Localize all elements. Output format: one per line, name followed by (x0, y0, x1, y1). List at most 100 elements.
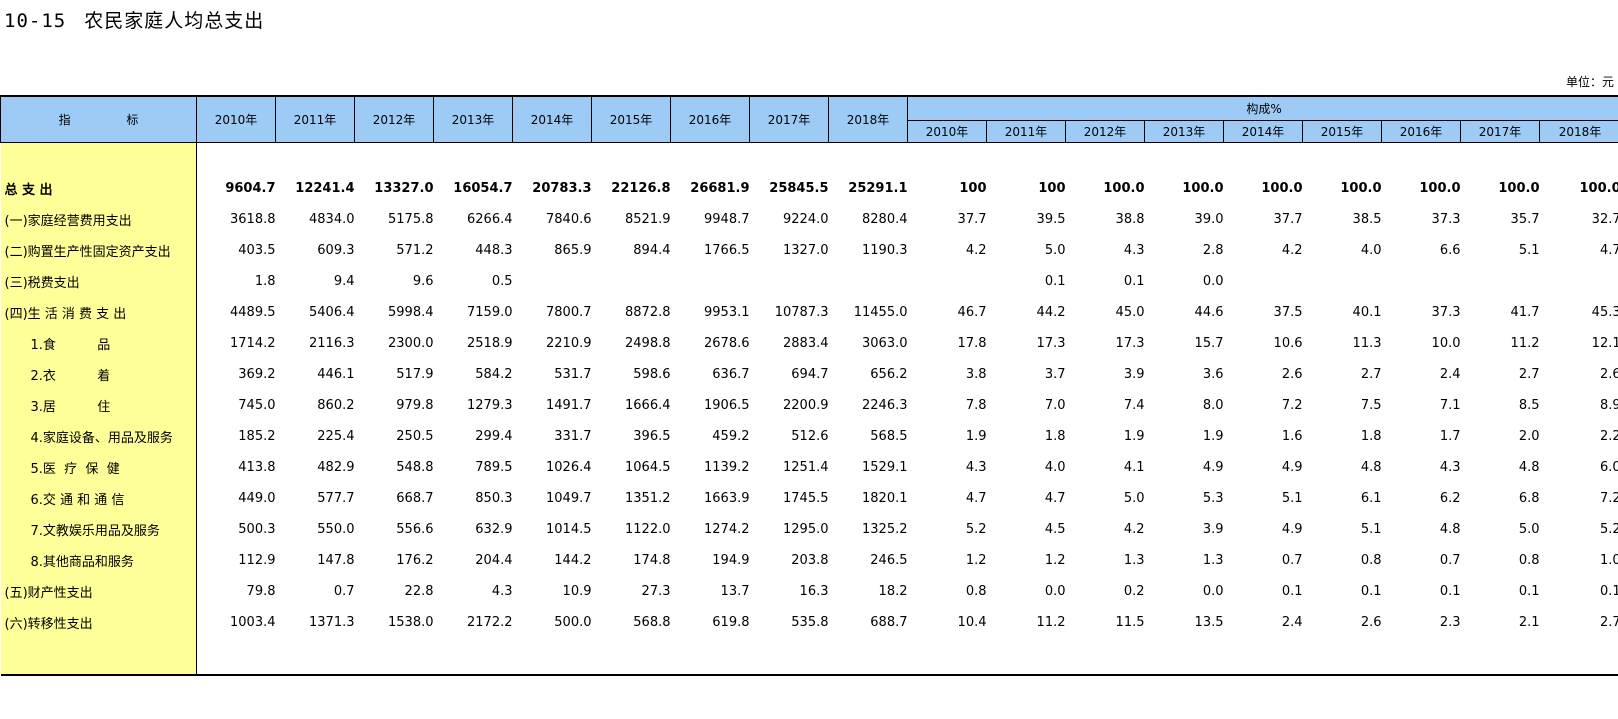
value-cell: 16.3 (799, 584, 829, 599)
table-row: 6.交 通 和 通 信 449.0 577.7 668.7 850.3 1049.7 135… (0, 483, 1618, 514)
percent-cell: 4.9 (1281, 522, 1303, 537)
value-cell: 185.2 (238, 429, 276, 444)
value-cell: 9224.0 (783, 212, 829, 227)
value-cell: 10.9 (562, 584, 592, 599)
percent-cell: 4.7 (1599, 243, 1618, 258)
value-cell: 204.4 (475, 553, 513, 568)
spacer-cell (1460, 638, 1540, 676)
spacer-cell (828, 638, 908, 676)
value-cell: 619.8 (712, 615, 750, 630)
table-title: 农民家庭人均总支出 (84, 10, 265, 32)
percent-cell: 0.7 (1439, 553, 1461, 568)
percent-cell: 41.7 (1510, 305, 1540, 320)
value-cell: 12241.4 (295, 181, 355, 196)
percent-cell: 37.3 (1431, 305, 1461, 320)
value-cell: 194.9 (712, 553, 750, 568)
spacer-cell (355, 143, 434, 174)
percent-cell: 38.8 (1115, 212, 1145, 227)
row-label: (五)财产性支出 (0, 576, 197, 607)
value-cell: 176.2 (396, 553, 434, 568)
table-row: 1.食 品 1714.2 2116.3 2300.0 2518.9 2210.9 2498.… (0, 328, 1618, 359)
value-cell: 577.7 (317, 491, 355, 506)
table-row: (四)生 活 消 费 支 出 4489.5 5406.4 5998.4 7159.0 78… (0, 297, 1618, 328)
row-label: 4.家庭设备、用品及服务 (0, 421, 197, 452)
value-cell: 531.7 (554, 367, 592, 382)
value-cell: 1251.4 (783, 460, 829, 475)
percent-cell: 7.1 (1439, 398, 1461, 413)
percent-cell: 0.1 (1439, 584, 1461, 599)
value-cell: 459.2 (712, 429, 750, 444)
year-header: 2011年 (275, 95, 355, 143)
value-cell: 979.8 (396, 398, 434, 413)
table-row: (五)财产性支出 79.8 0.7 22.8 4.3 10.9 27.3 13.7 16.3 18… (0, 576, 1618, 607)
percent-cell: 37.5 (1273, 305, 1303, 320)
value-cell: 556.6 (396, 522, 434, 537)
spacer-cell (908, 143, 987, 174)
spacer-cell (986, 638, 1066, 676)
value-cell: 5998.4 (388, 305, 434, 320)
spacer-cell (1065, 638, 1145, 676)
value-cell: 1327.0 (783, 243, 829, 258)
spacer-row (0, 142, 1618, 174)
value-cell: 2246.3 (862, 398, 908, 413)
value-cell: 1295.0 (783, 522, 829, 537)
value-cell: 4489.5 (230, 305, 276, 320)
percent-cell: 10.6 (1273, 336, 1303, 351)
composition-header: 构成% (906, 95, 1618, 121)
percent-cell: 2.3 (1439, 615, 1461, 630)
value-cell: 403.5 (238, 243, 276, 258)
value-cell: 865.9 (554, 243, 592, 258)
percent-cell: 4.3 (1439, 460, 1461, 475)
spacer-row (0, 638, 1618, 676)
percent-cell: 32.7 (1591, 212, 1618, 227)
percent-cell: 100.0 (1103, 181, 1145, 196)
value-cell: 568.5 (870, 429, 908, 444)
percent-cell: 100.0 (1498, 181, 1540, 196)
percent-cell: 3.6 (1202, 367, 1224, 382)
value-cell: 3618.8 (230, 212, 276, 227)
percent-cell: 10.4 (957, 615, 987, 630)
percent-cell: 1.8 (1360, 429, 1382, 444)
spacer-cell (1461, 143, 1540, 174)
value-cell (592, 266, 671, 297)
value-cell: 548.8 (396, 460, 434, 475)
table-row: 4.家庭设备、用品及服务 185.2 225.4 250.5 299.4 331.7 396… (0, 421, 1618, 452)
value-cell: 1274.2 (704, 522, 750, 537)
value-cell: 2200.9 (783, 398, 829, 413)
percent-cell: 4.8 (1439, 522, 1461, 537)
percent-cell: 5.0 (1044, 243, 1066, 258)
value-cell: 9604.7 (225, 181, 276, 196)
value-cell: 7159.0 (467, 305, 513, 320)
percent-cell: 1.6 (1281, 429, 1303, 444)
value-cell: 331.7 (554, 429, 592, 444)
value-cell: 1026.4 (546, 460, 592, 475)
value-cell: 1190.3 (862, 243, 908, 258)
spacer-cell (1066, 143, 1145, 174)
value-cell: 1.8 (254, 274, 276, 289)
spacer-label-cell (0, 638, 197, 676)
table-row: 5.医 疗 保 健 413.8 482.9 548.8 789.5 1026.4 1064.… (0, 452, 1618, 483)
value-cell: 571.2 (396, 243, 434, 258)
value-cell: 512.6 (791, 429, 829, 444)
year-header: 2013年 (433, 95, 513, 143)
value-cell: 396.5 (633, 429, 671, 444)
percent-cell: 0.1 (1281, 584, 1303, 599)
row-label: 6.交 通 和 通 信 (0, 483, 197, 514)
expenditure-table: 指 标 2010年 2011年 2012年 2013年 2014年 2015年 2016年 2… (0, 95, 1618, 676)
percent-cell (1303, 266, 1382, 297)
percent-cell: 7.2 (1281, 398, 1303, 413)
value-cell: 636.7 (712, 367, 750, 382)
percent-cell: 0.1 (1360, 584, 1382, 599)
percent-cell: 0.1 (1599, 584, 1618, 599)
percent-cell: 1.8 (1044, 429, 1066, 444)
header-row-bottom: 2010年 2011年 2012年 2013年 2014年 2015年 2016年 2017年… (1, 120, 1618, 143)
spacer-cell (907, 638, 987, 676)
value-cell: 13327.0 (374, 181, 434, 196)
percent-cell: 0.2 (1123, 584, 1145, 599)
value-cell: 1049.7 (546, 491, 592, 506)
spacer-cell (1303, 143, 1382, 174)
value-cell: 22126.8 (611, 181, 671, 196)
percent-cell: 2.7 (1360, 367, 1382, 382)
spacer-cell (513, 143, 592, 174)
value-cell: 2116.3 (309, 336, 355, 351)
